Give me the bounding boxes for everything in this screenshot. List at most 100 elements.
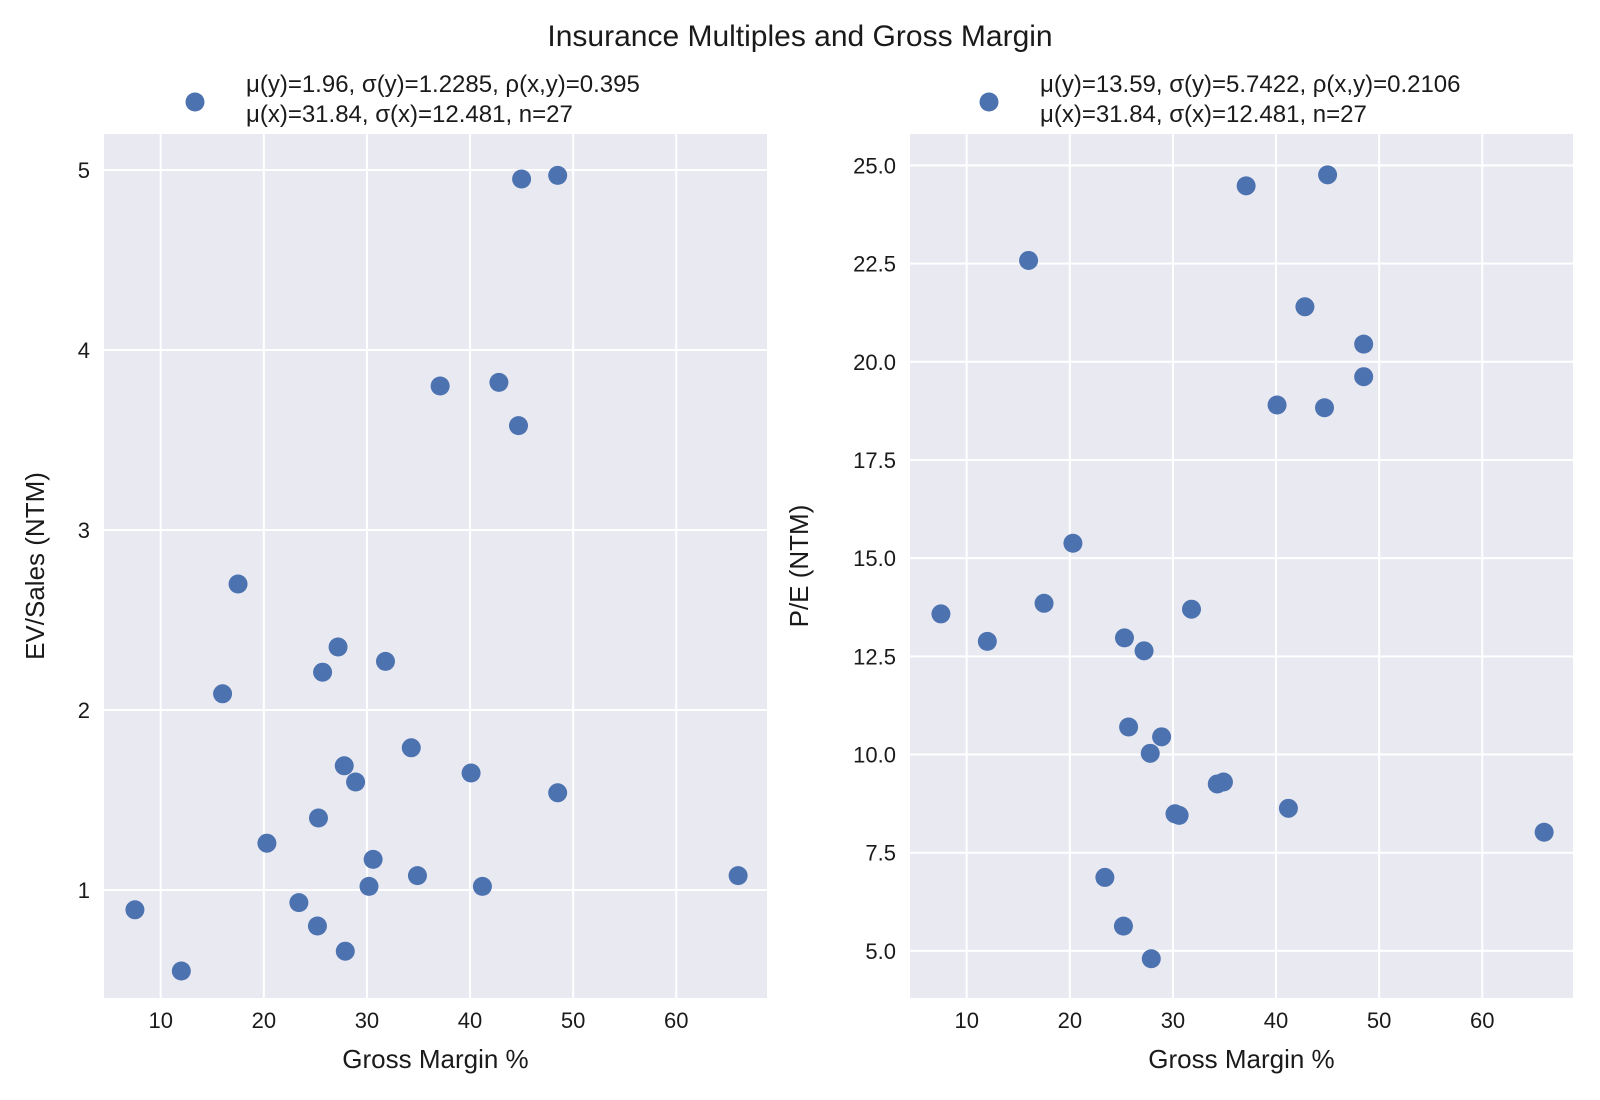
x-tick-label: 30 (355, 1008, 379, 1033)
data-point (308, 808, 328, 828)
data-point (171, 961, 191, 981)
data-point (363, 849, 383, 869)
x-tick-labels: 10 20 30 40 50 60 (954, 1008, 1494, 1033)
y-axis-label: EV/Sales (NTM) (20, 472, 50, 660)
x-tick-label: 60 (664, 1008, 688, 1033)
data-point (1169, 805, 1189, 825)
data-point (977, 631, 997, 651)
y-tick-label: 20.0 (853, 350, 896, 375)
x-tick-label: 30 (1161, 1008, 1185, 1033)
y-tick-label: 10.0 (853, 743, 896, 768)
data-point (472, 876, 492, 896)
x-tick-label: 20 (252, 1008, 276, 1033)
data-point (1152, 727, 1172, 747)
legend-marker (979, 92, 999, 112)
data-point (1295, 297, 1315, 317)
x-tick-label: 40 (1264, 1008, 1288, 1033)
data-point (509, 416, 529, 436)
subplot-1: 10 20 30 40 50 60 1 2 3 4 5 Gross Margin % EV/Sales … (20, 71, 767, 1074)
series (125, 165, 748, 981)
data-point (335, 941, 355, 961)
data-point (512, 169, 532, 189)
subplot-2: 10 20 30 40 50 60 5.0 7.5 10.0 12.5 15.0 17.5 20.0 22… (784, 71, 1573, 1074)
legend-line-1: μ(y)=13.59, σ(y)=5.7422, ρ(x,y)=0.2106 (1040, 71, 1461, 98)
data-point (1134, 641, 1154, 661)
legend-line-2: μ(x)=31.84, σ(x)=12.481, n=27 (246, 101, 573, 128)
legend-marker (185, 92, 205, 112)
data-point (307, 916, 327, 936)
gridlines (910, 134, 1573, 998)
data-point (1140, 743, 1160, 763)
figure-title: Insurance Multiples and Gross Margin (547, 20, 1052, 53)
data-point (213, 684, 233, 704)
data-point (1141, 949, 1161, 969)
y-axis-label: P/E (NTM) (784, 505, 814, 628)
gridlines (104, 134, 767, 998)
y-tick-label: 4 (78, 338, 90, 363)
plot-area (910, 134, 1573, 998)
data-point (1354, 367, 1374, 387)
x-tick-label: 20 (1058, 1008, 1082, 1033)
data-point (1213, 772, 1233, 792)
x-tick-label: 60 (1470, 1008, 1494, 1033)
subplots-container: 10 20 30 40 50 60 1 2 3 4 5 Gross Margin % EV/Sales … (20, 71, 1573, 1074)
y-tick-label: 25.0 (853, 153, 896, 178)
data-point (1278, 798, 1298, 818)
data-point (1119, 717, 1139, 737)
data-point (461, 763, 481, 783)
x-axis-label: Gross Margin % (1148, 1044, 1334, 1074)
data-point (1034, 593, 1054, 613)
data-point (313, 662, 333, 682)
data-point (931, 604, 951, 624)
legend: μ(y)=1.96, σ(y)=1.2285, ρ(x,y)=0.395 μ(x)… (185, 71, 640, 128)
y-tick-label: 2 (78, 698, 90, 723)
data-point (1267, 395, 1287, 415)
x-tick-label: 10 (954, 1008, 978, 1033)
y-tick-label: 17.5 (853, 448, 896, 473)
y-tick-label: 22.5 (853, 252, 896, 277)
y-tick-label: 5.0 (865, 939, 896, 964)
x-tick-label: 50 (1367, 1008, 1391, 1033)
data-point (1236, 176, 1256, 196)
data-point (334, 756, 354, 776)
data-point (1354, 334, 1374, 354)
data-point (1095, 867, 1115, 887)
data-point (489, 372, 509, 392)
x-tick-label: 40 (458, 1008, 482, 1033)
y-tick-label: 1 (78, 878, 90, 903)
data-point (359, 876, 379, 896)
y-tick-label: 3 (78, 518, 90, 543)
data-point (728, 866, 748, 886)
y-tick-label: 12.5 (853, 644, 896, 669)
legend-line-1: μ(y)=1.96, σ(y)=1.2285, ρ(x,y)=0.395 (246, 71, 640, 98)
plot-area (104, 134, 767, 998)
y-tick-label: 7.5 (865, 841, 896, 866)
data-point (228, 574, 248, 594)
data-point (401, 738, 421, 758)
data-point (1181, 599, 1201, 619)
y-tick-label: 15.0 (853, 546, 896, 571)
data-point (1063, 533, 1083, 553)
data-point (257, 833, 277, 853)
y-tick-label: 5 (78, 158, 90, 183)
data-point (1318, 165, 1338, 185)
data-point (1019, 250, 1039, 270)
data-point (548, 165, 568, 185)
data-point (375, 651, 395, 671)
data-point (328, 637, 348, 657)
legend-line-2: μ(x)=31.84, σ(x)=12.481, n=27 (1040, 101, 1367, 128)
data-point (1315, 398, 1335, 418)
data-point (289, 893, 309, 913)
legend: μ(y)=13.59, σ(y)=5.7422, ρ(x,y)=0.2106 μ(… (979, 71, 1461, 128)
y-tick-labels: 1 2 3 4 5 (78, 158, 90, 903)
data-point (430, 376, 450, 396)
y-tick-labels: 5.0 7.5 10.0 12.5 15.0 17.5 20.0 22.5 25.0 (853, 153, 896, 963)
series (931, 165, 1554, 969)
data-point (548, 783, 568, 803)
data-point (125, 900, 145, 920)
data-point (1114, 628, 1134, 648)
x-tick-labels: 10 20 30 40 50 60 (148, 1008, 688, 1033)
x-tick-label: 50 (561, 1008, 585, 1033)
data-point (1113, 916, 1133, 936)
